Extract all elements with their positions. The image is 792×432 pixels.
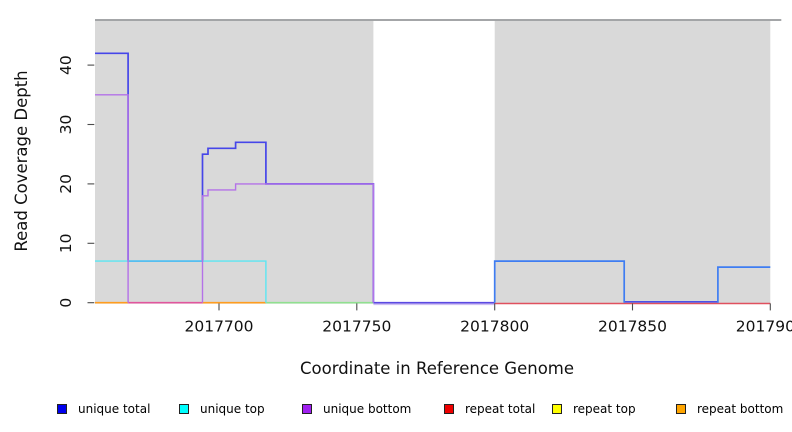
legend-item-unique-total: unique total bbox=[57, 401, 150, 417]
legend-label: repeat top bbox=[573, 402, 636, 416]
x-tick-label: 2017750 bbox=[322, 318, 391, 336]
legend-item-repeat-bottom: repeat bottom bbox=[676, 401, 783, 417]
legend-swatch-icon bbox=[444, 404, 454, 414]
legend-label: unique top bbox=[200, 402, 265, 416]
y-tick-label: 20 bbox=[57, 174, 75, 194]
y-tick-label: 10 bbox=[57, 233, 75, 253]
y-tick-label: 40 bbox=[57, 55, 75, 75]
x-tick-label: 2017700 bbox=[184, 318, 253, 336]
series-line-unique-top bbox=[95, 260, 267, 303]
series-line-unique-total bbox=[493, 260, 626, 303]
legend-swatch-icon bbox=[57, 404, 67, 414]
series-line-unique-total bbox=[717, 266, 771, 303]
legend-label: unique total bbox=[78, 402, 151, 416]
x-tick-label: 2017850 bbox=[598, 318, 667, 336]
coverage-block bbox=[95, 20, 374, 304]
y-axis-title: Read Coverage Depth bbox=[12, 70, 31, 251]
y-tick-label: 0 bbox=[57, 298, 75, 308]
legend: unique total unique top unique bottom repea… bbox=[0, 401, 792, 423]
legend-swatch-icon bbox=[302, 404, 312, 414]
legend-item-repeat-total: repeat total bbox=[444, 401, 535, 417]
legend-label: repeat bottom bbox=[697, 402, 784, 416]
coverage-block bbox=[494, 20, 771, 304]
x-axis-title: Coordinate in Reference Genome bbox=[300, 359, 574, 378]
legend-label: unique bottom bbox=[323, 402, 412, 416]
y-tick-label: 30 bbox=[57, 115, 75, 135]
legend-item-repeat-top: repeat top bbox=[552, 401, 636, 417]
legend-label: repeat total bbox=[465, 402, 536, 416]
legend-swatch-icon bbox=[179, 404, 189, 414]
legend-swatch-icon bbox=[552, 404, 562, 414]
series-line-unique-bottom bbox=[95, 94, 129, 303]
legend-item-unique-bottom: unique bottom bbox=[302, 401, 411, 417]
legend-item-unique-top: unique top bbox=[179, 401, 265, 417]
x-tick-label: 2017800 bbox=[460, 318, 529, 336]
legend-swatch-icon bbox=[676, 404, 686, 414]
series-line-unique-bottom bbox=[201, 183, 375, 303]
